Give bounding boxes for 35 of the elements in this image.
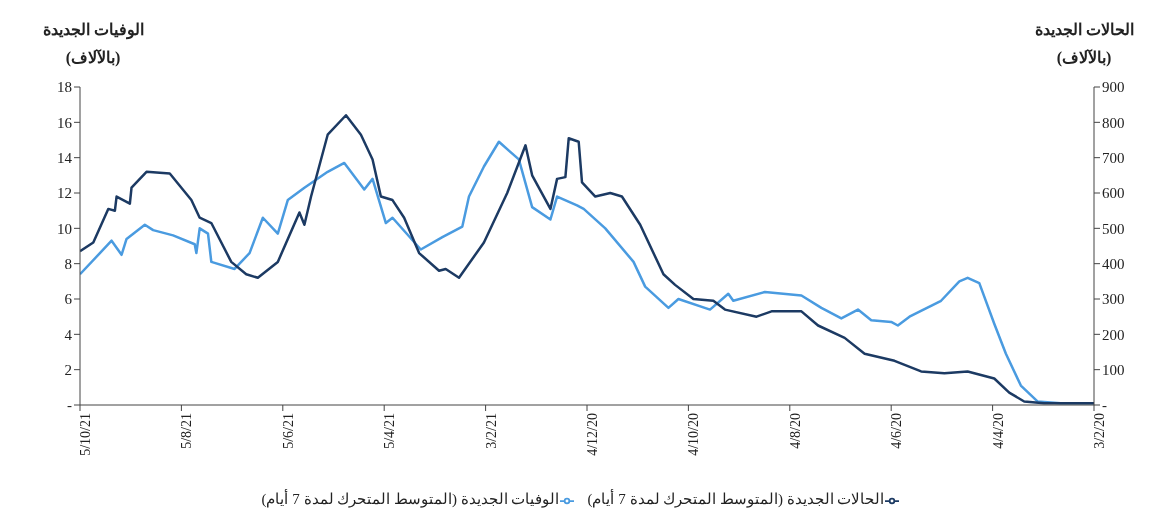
x-tick-label: 3/2/20: [1091, 413, 1107, 449]
y2-tick-label: 100: [1102, 361, 1125, 378]
legend-label: الوفيات الجديدة (المتوسط المتحرك لمدة 7 أيام): [261, 491, 560, 507]
y-tick-label: 10: [57, 220, 72, 237]
y2-tick-label: 800: [1102, 114, 1125, 131]
y-tick-label: -: [67, 397, 72, 414]
y2-tick-label: 300: [1102, 291, 1125, 308]
y-tick-label: 14: [57, 149, 73, 166]
x-tick-label: 5/4/21: [382, 413, 398, 449]
y-tick-label: 18: [57, 79, 72, 96]
y2-tick-label: 200: [1102, 326, 1125, 343]
x-tick-label: 5/10/21: [77, 413, 93, 456]
x-tick-label: 3/2/21: [483, 413, 499, 449]
y-tick-label: 12: [57, 185, 72, 202]
y2-tick-label: 600: [1102, 185, 1125, 202]
y2-tick-label: 700: [1102, 149, 1125, 166]
x-tick-label: 4/12/20: [584, 413, 600, 456]
y2-axis-title: الحالات الجديدة (بالآلاف): [1033, 20, 1135, 69]
x-tick-label: 4/6/20: [889, 413, 905, 449]
x-tick-label: 4/4/20: [990, 413, 1006, 449]
y-tick-label: 16: [57, 114, 73, 131]
y-tick-label: 2: [64, 361, 72, 378]
y2-tick-label: 500: [1102, 220, 1125, 237]
x-tick-label: 4/10/20: [686, 413, 702, 456]
y2-tick-label: -: [1102, 397, 1107, 414]
x-tick-label: 5/8/21: [179, 413, 195, 449]
y2-tick-label: 400: [1102, 255, 1125, 272]
y-tick-label: 6: [64, 291, 73, 308]
legend-label: الحالات الجديدة (المتوسط المتحرك لمدة 7 أيام): [587, 491, 885, 507]
y2-tick-label: 900: [1102, 79, 1125, 96]
y-tick-label: 8: [64, 255, 72, 272]
y-tick-label: 4: [64, 326, 73, 343]
x-tick-label: 5/6/21: [280, 413, 296, 449]
x-tick-label: 4/8/20: [787, 413, 803, 449]
y-axis-title: الوفيات الجديدة (بالآلاف): [41, 20, 145, 69]
